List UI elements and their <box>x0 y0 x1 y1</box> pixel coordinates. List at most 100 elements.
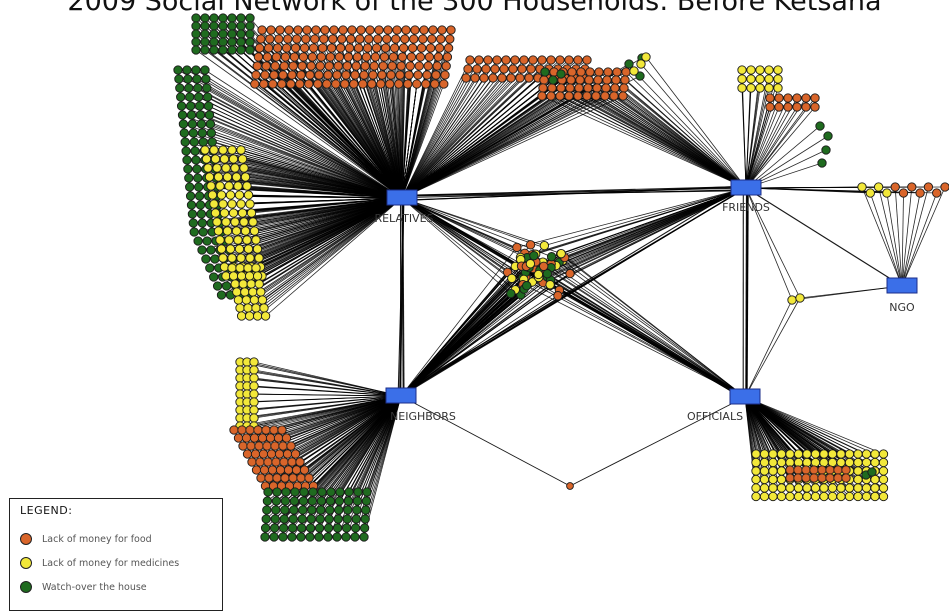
household-node <box>200 45 210 55</box>
household-node <box>200 21 210 31</box>
network-edge <box>344 83 403 199</box>
network-edge <box>901 192 921 287</box>
household-node <box>251 70 261 80</box>
household-node <box>510 55 520 65</box>
household-node <box>246 441 256 451</box>
household-node <box>425 43 436 53</box>
network-edge <box>745 187 793 301</box>
network-edge <box>402 186 748 394</box>
household-node <box>836 483 846 493</box>
household-node <box>266 449 277 459</box>
household-node <box>388 52 399 62</box>
household-node <box>221 281 232 291</box>
household-node <box>343 52 354 62</box>
household-node <box>463 64 473 74</box>
household-node <box>236 311 247 321</box>
household-node <box>575 75 585 85</box>
household-node <box>353 487 363 497</box>
household-node <box>236 21 246 31</box>
household-node <box>182 155 192 165</box>
household-node <box>833 473 843 483</box>
household-node <box>249 405 259 415</box>
household-node <box>556 69 566 79</box>
network-edge <box>604 95 747 189</box>
household-node <box>821 145 831 155</box>
household-node <box>373 34 383 44</box>
household-node <box>299 465 310 475</box>
household-node <box>737 65 747 75</box>
household-node <box>245 45 255 55</box>
network-edge <box>745 97 807 189</box>
household-node <box>212 281 223 291</box>
network-edge <box>380 83 403 199</box>
household-node <box>319 34 329 44</box>
network-edge <box>253 385 402 397</box>
network-edge <box>401 77 485 199</box>
household-node <box>341 532 351 542</box>
household-node <box>344 487 354 497</box>
household-node <box>324 61 334 71</box>
household-node <box>206 181 216 191</box>
network-edge <box>401 77 512 199</box>
household-node <box>249 389 259 399</box>
household-node <box>376 79 386 89</box>
household-node <box>386 70 396 80</box>
household-node <box>197 128 207 138</box>
household-node <box>306 61 316 71</box>
household-node <box>416 43 427 53</box>
household-node <box>755 83 765 93</box>
household-node <box>434 43 445 53</box>
network-edge <box>204 49 403 199</box>
network-edge <box>623 87 747 189</box>
household-node <box>802 457 812 468</box>
household-node <box>746 83 756 93</box>
network-edge <box>577 95 747 189</box>
legend-label: Lack of money for food <box>42 533 152 545</box>
household-node <box>185 92 195 102</box>
household-node <box>898 188 909 198</box>
network-edge <box>516 187 747 248</box>
network-edge <box>362 83 403 199</box>
network-edge <box>640 63 747 189</box>
household-node <box>271 496 282 506</box>
network-edge <box>559 95 747 189</box>
household-node <box>810 93 820 103</box>
household-node <box>827 483 838 493</box>
household-node <box>260 70 270 80</box>
household-node <box>256 34 266 44</box>
household-node <box>260 523 271 533</box>
hub-node-ngo <box>886 277 918 294</box>
household-node <box>269 425 279 435</box>
network-edge <box>195 49 403 199</box>
household-node <box>237 154 248 164</box>
household-node <box>233 235 243 245</box>
network-edge <box>245 176 403 199</box>
household-node <box>508 64 518 74</box>
household-node <box>249 397 259 407</box>
household-node <box>313 79 323 89</box>
legend-item-watch: Watch-over the house <box>20 578 147 596</box>
network-edge <box>745 97 771 189</box>
household-node <box>553 291 563 301</box>
household-node <box>218 29 228 39</box>
household-node <box>768 483 778 493</box>
household-node <box>257 25 267 35</box>
household-node <box>370 52 381 62</box>
household-node <box>210 208 221 218</box>
household-node <box>305 70 315 80</box>
household-node <box>618 91 628 101</box>
household-node <box>215 235 225 245</box>
household-node <box>182 65 192 75</box>
network-edge <box>587 87 747 189</box>
hub-label-ngo: NGO <box>889 301 915 314</box>
hub-node-neighbors <box>385 387 417 404</box>
network-edge <box>401 197 513 279</box>
network-edge <box>401 197 527 278</box>
household-node <box>342 514 352 524</box>
household-node <box>492 55 502 65</box>
network-edge <box>613 95 747 189</box>
household-node <box>289 496 300 506</box>
household-node <box>252 61 262 71</box>
household-node <box>768 457 778 468</box>
household-node <box>193 236 203 246</box>
